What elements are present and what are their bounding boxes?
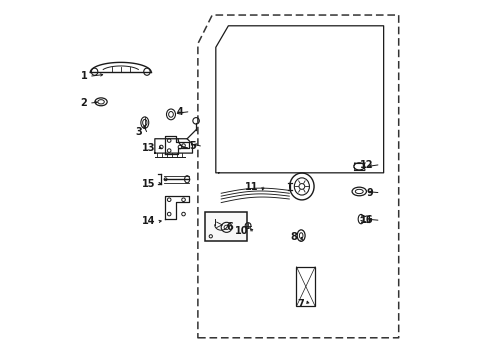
Bar	[296, 267, 314, 306]
Text: 7: 7	[296, 299, 303, 309]
Text: 16: 16	[359, 215, 373, 225]
Text: 13: 13	[142, 143, 155, 153]
Text: 9: 9	[366, 188, 373, 198]
Text: 1: 1	[81, 71, 87, 81]
Text: 2: 2	[81, 98, 87, 108]
Text: 6: 6	[226, 222, 233, 232]
Text: 15: 15	[142, 179, 155, 189]
Text: 14: 14	[142, 216, 155, 226]
Text: 11: 11	[245, 182, 258, 192]
Text: 5: 5	[189, 141, 196, 151]
Text: 8: 8	[290, 232, 297, 242]
Text: 10: 10	[234, 226, 247, 236]
Text: 3: 3	[135, 127, 142, 136]
Text: 4: 4	[177, 107, 183, 117]
Text: 12: 12	[359, 160, 373, 170]
Bar	[204, 212, 247, 241]
